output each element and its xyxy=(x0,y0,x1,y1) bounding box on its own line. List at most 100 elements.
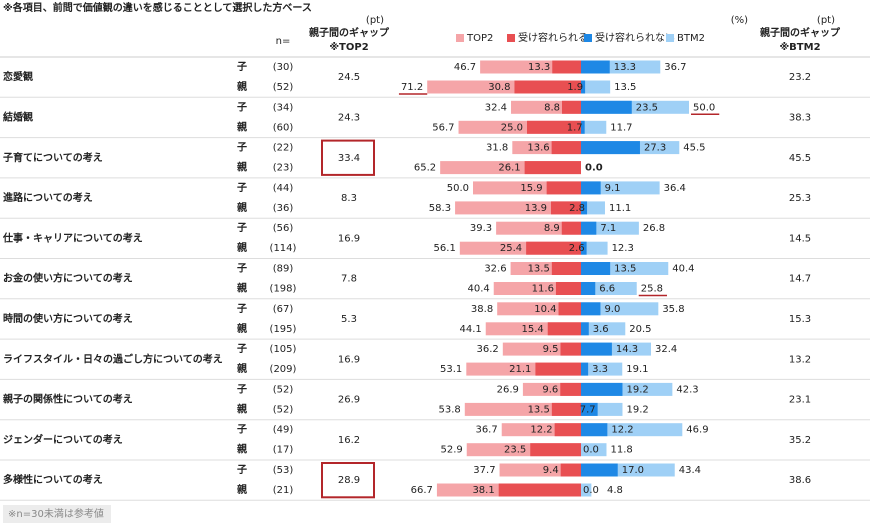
value-label: 50.0 xyxy=(447,183,469,194)
bar-not-accept xyxy=(581,80,586,94)
gap-top2: 24.3 xyxy=(338,112,360,123)
value-label: 56.7 xyxy=(432,122,454,133)
value-label: 53.1 xyxy=(440,364,462,375)
value-label: 36.4 xyxy=(664,183,686,194)
value-label: 32.6 xyxy=(484,264,506,275)
value-label: 53.8 xyxy=(439,404,461,415)
value-label: 25.8 xyxy=(641,284,663,295)
bar-accept xyxy=(561,221,581,235)
gap-note: ※BTM2 xyxy=(779,41,820,53)
bar-not-accept xyxy=(581,141,640,155)
gap-unit: (pt) xyxy=(817,15,835,26)
n-label: (114) xyxy=(270,243,297,254)
gap-btm2: 45.5 xyxy=(789,153,811,164)
group-label: 子 xyxy=(237,61,247,73)
group-label: 子 xyxy=(237,222,247,234)
n-label: (67) xyxy=(273,304,294,315)
value-label: 8.8 xyxy=(544,102,560,113)
gap-top2: 28.9 xyxy=(338,475,360,486)
bar-accept xyxy=(514,80,581,94)
group-label: 子 xyxy=(237,303,247,315)
bar-btm2 xyxy=(581,322,626,336)
bar-not-accept xyxy=(581,262,611,275)
bar-not-accept xyxy=(581,463,618,477)
bar-accept xyxy=(561,100,581,114)
n-label: (105) xyxy=(270,344,297,355)
legend-label: 受け容れられる xyxy=(518,31,588,44)
legend-label: BTM2 xyxy=(677,33,705,44)
gap-unit: (pt) xyxy=(366,15,384,26)
gap-btm2: 38.3 xyxy=(789,112,811,123)
item-label: お金の使い方についての考え xyxy=(3,272,133,285)
value-label: 8.9 xyxy=(544,223,560,234)
value-label: 30.8 xyxy=(488,82,510,93)
n-label: (52) xyxy=(273,82,294,93)
n-label: (22) xyxy=(273,143,294,154)
n-label: (60) xyxy=(273,122,294,133)
value-label: 19.2 xyxy=(626,404,648,415)
value-label: 71.2 xyxy=(401,82,423,93)
value-label: 31.8 xyxy=(486,143,508,154)
value-label: 36.7 xyxy=(664,62,686,73)
value-label: 3.3 xyxy=(592,364,608,375)
value-label: 6.6 xyxy=(599,284,615,295)
legend-swatch xyxy=(666,34,674,42)
bar-btm2 xyxy=(581,362,623,376)
note: ※各項目、前問で価値観の違いを感じることとして選択した方ベース xyxy=(3,1,312,14)
bar-btm2 xyxy=(581,80,611,94)
bar-top2 xyxy=(455,201,581,215)
bar-accept xyxy=(498,483,581,497)
gap-top2: 26.9 xyxy=(338,395,360,406)
value-label: 46.7 xyxy=(454,62,476,73)
value-label: 9.0 xyxy=(604,304,620,315)
n-label: (52) xyxy=(273,404,294,415)
value-label: 2.6 xyxy=(569,243,585,254)
value-label: 11.7 xyxy=(610,122,632,133)
value-label: 13.3 xyxy=(614,62,636,73)
item-label: 親子の関係性についての考え xyxy=(3,393,133,406)
group-label: 親 xyxy=(237,241,247,254)
bar-accept xyxy=(547,322,581,336)
gap-btm2: 38.6 xyxy=(789,475,811,486)
bar-accept xyxy=(560,342,581,356)
gap-top2: 24.5 xyxy=(338,72,360,83)
gap-header: 親子間のギャップ xyxy=(760,26,841,39)
value-label: 50.0 xyxy=(693,102,715,113)
value-label: 26.9 xyxy=(497,384,519,395)
value-label: 23.5 xyxy=(636,102,658,113)
legend-label: TOP2 xyxy=(466,33,493,44)
bar-btm2 xyxy=(581,120,607,134)
bar-accept xyxy=(530,443,581,457)
bar-accept xyxy=(524,161,581,175)
value-label: 13.3 xyxy=(528,62,550,73)
value-label: 2.8 xyxy=(569,203,585,214)
value-label: 56.1 xyxy=(434,243,456,254)
bar-btm2 xyxy=(581,483,592,497)
legend-label: 受け容れられない xyxy=(595,31,675,44)
group-label: 親 xyxy=(237,402,247,415)
n-label: (30) xyxy=(273,62,294,73)
value-label: 25.4 xyxy=(500,243,522,254)
group-label: 親 xyxy=(237,322,247,335)
value-label: 46.9 xyxy=(686,425,708,436)
bar-not-accept xyxy=(581,181,601,195)
bar-accept xyxy=(551,141,581,155)
value-label: 42.3 xyxy=(676,384,698,395)
group-label: 子 xyxy=(237,424,247,436)
gap-btm2: 15.3 xyxy=(789,314,811,325)
value-label: 15.9 xyxy=(520,183,542,194)
value-label: 44.1 xyxy=(459,324,481,335)
value-label: 36.7 xyxy=(475,425,497,436)
bar-not-accept xyxy=(581,241,587,255)
bar-accept xyxy=(550,201,581,215)
value-label: 39.3 xyxy=(470,223,492,234)
bar-not-accept xyxy=(581,221,597,235)
value-label: 52.9 xyxy=(440,445,462,456)
item-label: 進路についての考え xyxy=(3,191,93,204)
gap-header: 親子間のギャップ xyxy=(309,26,390,39)
legend-swatch xyxy=(456,34,464,42)
bar-accept xyxy=(555,282,581,295)
value-label: 38.8 xyxy=(471,304,493,315)
group-label: 子 xyxy=(237,464,247,476)
value-label: 13.5 xyxy=(528,404,550,415)
